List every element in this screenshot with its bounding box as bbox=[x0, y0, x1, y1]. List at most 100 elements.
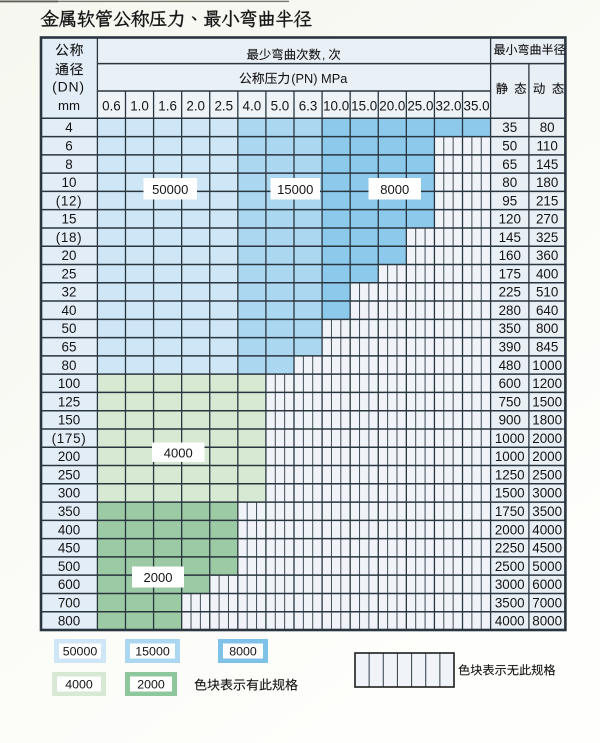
svg-text:480: 480 bbox=[499, 358, 521, 373]
svg-text:25: 25 bbox=[62, 266, 77, 281]
svg-text:80: 80 bbox=[62, 358, 77, 373]
svg-text:1000: 1000 bbox=[495, 449, 525, 464]
svg-text:40: 40 bbox=[62, 303, 77, 318]
svg-text:4000: 4000 bbox=[532, 522, 562, 537]
svg-text:600: 600 bbox=[58, 577, 80, 592]
svg-text:35.0: 35.0 bbox=[464, 98, 490, 113]
svg-text:1000: 1000 bbox=[532, 358, 562, 373]
svg-text:10: 10 bbox=[62, 175, 77, 190]
svg-text:400: 400 bbox=[536, 266, 558, 281]
svg-text:2.0: 2.0 bbox=[186, 98, 205, 113]
svg-text:3500: 3500 bbox=[495, 595, 525, 610]
svg-text:300: 300 bbox=[58, 486, 80, 501]
svg-text:1250: 1250 bbox=[495, 467, 525, 482]
svg-text:2000: 2000 bbox=[532, 449, 562, 464]
svg-text:160: 160 bbox=[499, 248, 521, 263]
svg-text:350: 350 bbox=[499, 321, 521, 336]
svg-text:4500: 4500 bbox=[532, 541, 562, 556]
svg-text:20: 20 bbox=[62, 248, 77, 263]
svg-text:6: 6 bbox=[65, 138, 72, 153]
svg-text:4: 4 bbox=[65, 120, 73, 135]
svg-text:4000: 4000 bbox=[65, 678, 93, 692]
svg-text:50: 50 bbox=[502, 138, 517, 153]
svg-text:10.0: 10.0 bbox=[323, 98, 349, 113]
svg-text:15.0: 15.0 bbox=[351, 98, 377, 113]
svg-text:150: 150 bbox=[58, 413, 80, 428]
svg-text:2250: 2250 bbox=[495, 541, 525, 556]
svg-text:110: 110 bbox=[536, 138, 557, 153]
svg-text:700: 700 bbox=[58, 595, 80, 610]
svg-text:640: 640 bbox=[536, 303, 558, 318]
svg-text:2500: 2500 bbox=[532, 467, 562, 482]
svg-text:100: 100 bbox=[58, 376, 80, 391]
svg-text:5000: 5000 bbox=[532, 559, 562, 574]
svg-text:800: 800 bbox=[58, 614, 80, 629]
svg-text:1800: 1800 bbox=[532, 413, 562, 428]
svg-text:180: 180 bbox=[536, 175, 558, 190]
svg-text:2500: 2500 bbox=[495, 559, 525, 574]
svg-text:4.0: 4.0 bbox=[243, 98, 262, 113]
svg-text:390: 390 bbox=[499, 340, 521, 355]
svg-text:8000: 8000 bbox=[229, 645, 257, 659]
svg-text:600: 600 bbox=[499, 376, 521, 391]
svg-text:350: 350 bbox=[58, 504, 80, 519]
svg-text:2.5: 2.5 bbox=[214, 98, 233, 113]
svg-text:80: 80 bbox=[540, 120, 555, 135]
svg-text:125: 125 bbox=[58, 394, 80, 409]
svg-text:32: 32 bbox=[62, 285, 77, 300]
svg-text:mm: mm bbox=[58, 98, 80, 113]
svg-text:95: 95 bbox=[502, 193, 517, 208]
svg-text:500: 500 bbox=[58, 559, 80, 574]
svg-text:50: 50 bbox=[62, 321, 77, 336]
svg-text:50000: 50000 bbox=[152, 182, 188, 197]
svg-text:145: 145 bbox=[499, 230, 521, 245]
svg-text:2000: 2000 bbox=[137, 678, 165, 692]
svg-text:325: 325 bbox=[536, 230, 558, 245]
svg-text:(PN) MPa: (PN) MPa bbox=[291, 71, 348, 86]
svg-text:800: 800 bbox=[536, 321, 558, 336]
svg-text:3000: 3000 bbox=[532, 486, 562, 501]
svg-text:(18): (18) bbox=[56, 230, 83, 245]
svg-text:360: 360 bbox=[536, 248, 558, 263]
svg-text:15: 15 bbox=[62, 212, 77, 227]
svg-text:225: 225 bbox=[499, 285, 521, 300]
svg-text:2000: 2000 bbox=[532, 431, 562, 446]
svg-text:(12): (12) bbox=[56, 193, 83, 208]
svg-text:0.6: 0.6 bbox=[102, 98, 121, 113]
svg-text:750: 750 bbox=[499, 394, 521, 409]
svg-text:1.0: 1.0 bbox=[130, 98, 149, 113]
svg-text:175: 175 bbox=[499, 266, 521, 281]
svg-text:(DN): (DN) bbox=[52, 79, 85, 95]
svg-text:2000: 2000 bbox=[495, 522, 525, 537]
svg-text:6.3: 6.3 bbox=[299, 98, 318, 113]
svg-text:3000: 3000 bbox=[495, 577, 525, 592]
svg-text:270: 270 bbox=[536, 212, 558, 227]
svg-text:65: 65 bbox=[502, 157, 517, 172]
svg-text:80: 80 bbox=[502, 175, 517, 190]
svg-text:35: 35 bbox=[502, 120, 517, 135]
svg-text:50000: 50000 bbox=[63, 645, 98, 659]
svg-text:32.0: 32.0 bbox=[435, 98, 461, 113]
svg-text:400: 400 bbox=[58, 522, 80, 537]
svg-text:510: 510 bbox=[536, 285, 558, 300]
svg-text:1000: 1000 bbox=[495, 431, 525, 446]
svg-text:3500: 3500 bbox=[532, 504, 562, 519]
svg-text:215: 215 bbox=[536, 193, 558, 208]
svg-text:8: 8 bbox=[65, 157, 72, 172]
svg-text:145: 145 bbox=[536, 157, 558, 172]
svg-text:200: 200 bbox=[58, 449, 80, 464]
svg-text:1750: 1750 bbox=[495, 504, 525, 519]
svg-text:15000: 15000 bbox=[277, 182, 313, 197]
svg-text:1200: 1200 bbox=[532, 376, 562, 391]
svg-text:450: 450 bbox=[58, 541, 80, 556]
svg-text:1500: 1500 bbox=[495, 486, 525, 501]
svg-text:6000: 6000 bbox=[532, 577, 562, 592]
svg-text:280: 280 bbox=[499, 303, 521, 318]
svg-text:8000: 8000 bbox=[380, 182, 409, 197]
svg-text:(175): (175) bbox=[52, 431, 87, 446]
svg-text:65: 65 bbox=[62, 340, 77, 355]
svg-text:7000: 7000 bbox=[532, 595, 562, 610]
svg-text:120: 120 bbox=[499, 212, 521, 227]
svg-text:845: 845 bbox=[536, 340, 558, 355]
svg-text:8000: 8000 bbox=[532, 614, 562, 629]
